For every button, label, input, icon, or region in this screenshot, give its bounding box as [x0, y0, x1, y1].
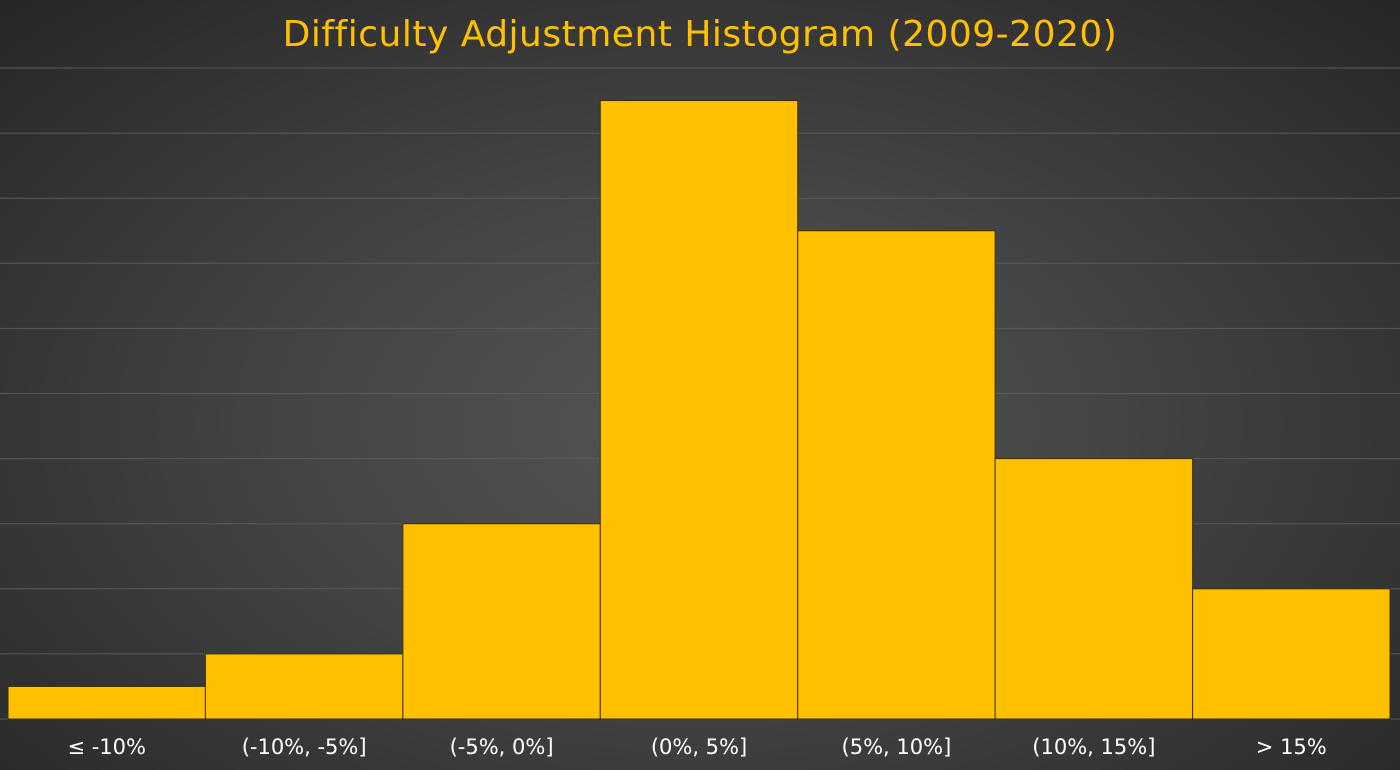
bar: [402, 523, 601, 720]
chart-title: Difficulty Adjustment Histogram (2009-20…: [282, 14, 1118, 55]
x-tick-label: (0%, 5%]: [651, 735, 747, 759]
bar: [7, 685, 206, 720]
bar: [994, 458, 1194, 720]
x-tick-label: (5%, 10%]: [842, 735, 952, 759]
bars: [7, 100, 1391, 720]
x-tick-label: > 15%: [1256, 735, 1327, 759]
x-tick-label: ≤ -10%: [67, 735, 146, 759]
bar: [204, 653, 404, 720]
x-tick-labels: ≤ -10% (-10%, -5%] (-5%, 0%] (0%, 5%] (5%, 1…: [67, 735, 1326, 759]
bar: [599, 100, 799, 720]
x-tick-label: (-5%, 0%]: [450, 735, 554, 759]
x-tick-label: (-10%, -5%]: [242, 735, 367, 759]
bar: [797, 230, 996, 720]
bar: [1192, 588, 1391, 720]
x-tick-label: (10%, 15%]: [1032, 735, 1155, 759]
